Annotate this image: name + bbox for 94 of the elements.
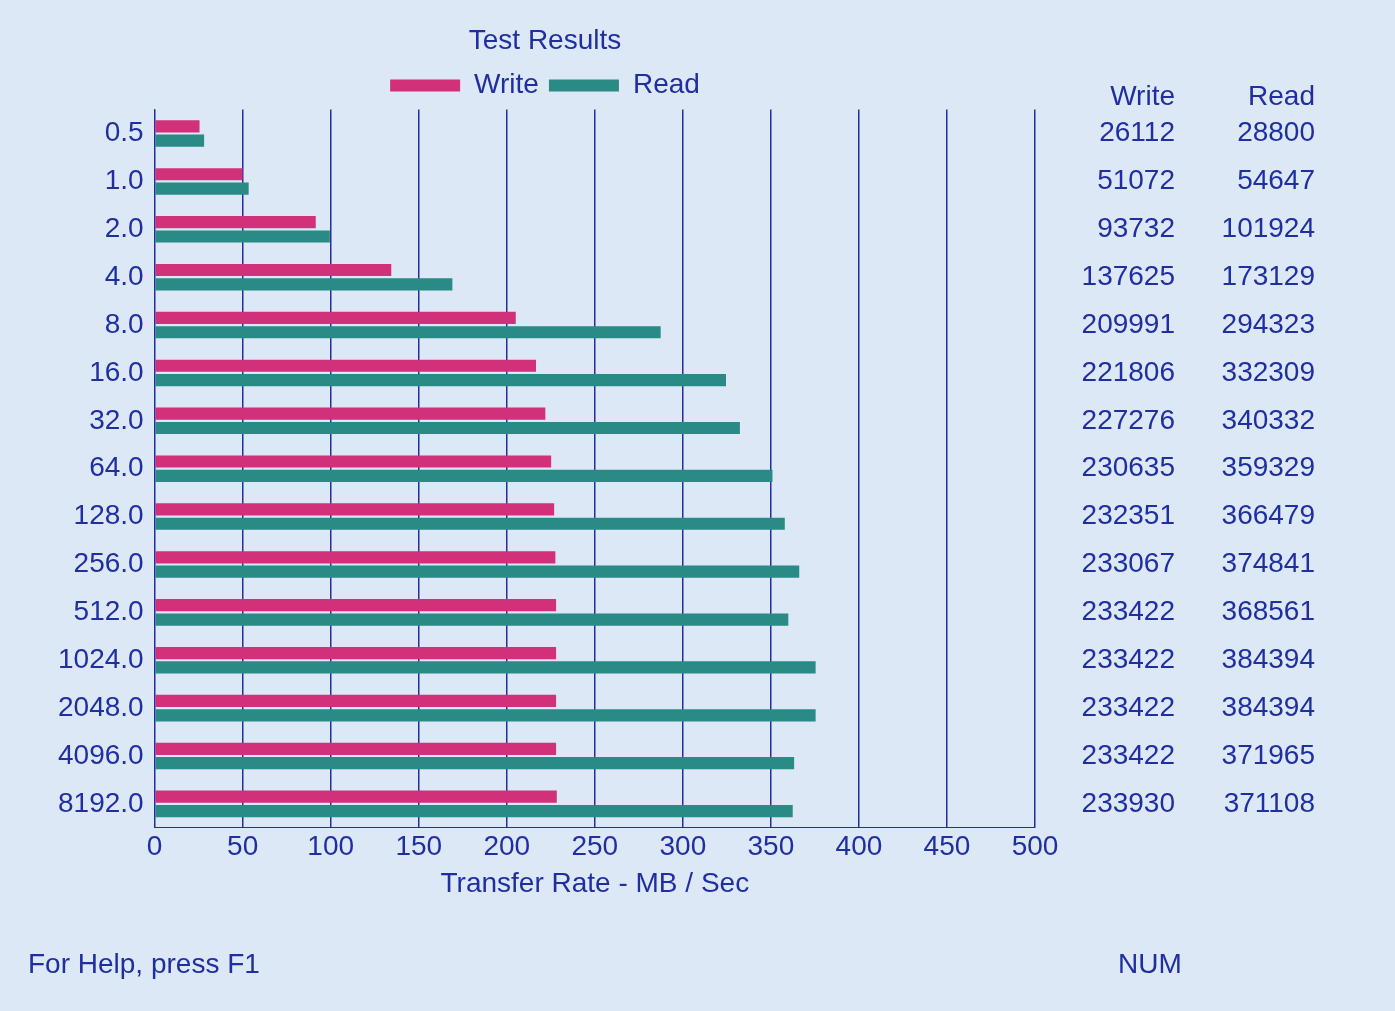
bar	[155, 517, 785, 530]
bar	[155, 263, 392, 277]
text: 230635	[1081, 451, 1175, 483]
bar	[155, 359, 537, 372]
x-tick-label: 50	[227, 830, 259, 862]
text: 366479	[1221, 499, 1315, 531]
text: 233422	[1081, 595, 1175, 627]
chart-title: Test Results	[468, 23, 622, 55]
bar	[155, 326, 661, 339]
x-tick-label: 0	[146, 830, 163, 862]
text: 26112	[1099, 116, 1175, 148]
text: 51072	[1097, 164, 1175, 196]
x-tick-label: 300	[659, 830, 707, 862]
x-tick-label: 500	[1011, 830, 1059, 862]
y-tick-label: 8192.0	[58, 786, 144, 818]
bar	[155, 613, 789, 626]
text: 173129	[1221, 259, 1315, 291]
x-tick-label: 100	[307, 830, 355, 862]
y-tick-label: 2.0	[104, 212, 144, 244]
x-tick-label: 450	[923, 830, 971, 862]
bar	[155, 230, 330, 243]
y-tick-label: 16.0	[89, 355, 144, 387]
text: 28800	[1237, 116, 1315, 148]
y-tick-label: 512.0	[73, 595, 144, 627]
text: 233422	[1081, 738, 1175, 770]
text: 233422	[1081, 690, 1175, 722]
bar	[155, 804, 793, 818]
text: 93732	[1097, 212, 1175, 244]
text: 227276	[1081, 403, 1175, 435]
bar	[155, 407, 546, 420]
legend-label: Read	[632, 68, 700, 100]
text: 374841	[1221, 547, 1315, 579]
text: Write	[1110, 79, 1175, 111]
bar	[155, 469, 773, 482]
text: 221806	[1081, 355, 1175, 387]
text: 233067	[1081, 547, 1175, 579]
y-tick-label: 8.0	[104, 307, 144, 339]
text: 371108	[1223, 786, 1315, 818]
bar	[155, 182, 249, 195]
text: 359329	[1221, 451, 1315, 483]
y-tick-label: 1.0	[104, 164, 144, 196]
bar	[155, 551, 556, 564]
y-tick-label: 1024.0	[58, 642, 144, 674]
bar	[155, 790, 557, 803]
text: 384394	[1221, 642, 1315, 674]
text: 368561	[1221, 595, 1315, 627]
legend-label: Write	[474, 68, 539, 100]
text: 233930	[1081, 786, 1175, 818]
text: NUM	[1118, 947, 1182, 979]
bar	[155, 120, 200, 133]
bar	[155, 278, 453, 291]
bar	[155, 661, 816, 674]
bar	[155, 565, 800, 578]
text: 137625	[1081, 259, 1175, 291]
x-tick-label: 250	[571, 830, 619, 862]
bar	[155, 646, 557, 660]
bar	[155, 421, 740, 435]
text: 294323	[1221, 307, 1315, 339]
text: 371965	[1221, 738, 1315, 770]
x-tick-label: 200	[483, 830, 531, 862]
bar	[155, 757, 795, 770]
y-tick-label: 4096.0	[58, 738, 144, 770]
text: 233422	[1081, 642, 1175, 674]
y-tick-label: 256.0	[73, 547, 144, 579]
x-tick-label: 400	[835, 830, 883, 862]
text: For Help, press F1	[28, 947, 260, 979]
y-tick-label: 4.0	[104, 259, 144, 291]
text: 332309	[1221, 355, 1315, 387]
text: 209991	[1081, 307, 1175, 339]
y-tick-label: 0.5	[104, 116, 144, 148]
bar	[155, 311, 516, 324]
y-tick-label: 128.0	[73, 499, 144, 531]
bar	[155, 168, 243, 181]
text: 340332	[1221, 403, 1315, 435]
x-tick-label: 350	[747, 830, 795, 862]
text: 384394	[1221, 690, 1315, 722]
text: Read	[1248, 79, 1315, 111]
bar	[155, 134, 205, 147]
text: 232351	[1081, 499, 1175, 531]
bar	[155, 455, 552, 468]
x-axis-title: Transfer Rate - MB / Sec	[440, 866, 750, 898]
bar	[155, 742, 557, 755]
text: 54647	[1237, 164, 1315, 196]
bar	[155, 599, 557, 612]
bar	[155, 216, 316, 229]
y-tick-label: 2048.0	[58, 690, 144, 722]
bar	[155, 503, 555, 516]
bar	[155, 374, 726, 387]
x-tick-label: 150	[395, 830, 443, 862]
y-tick-label: 32.0	[89, 403, 144, 435]
y-tick-label: 64.0	[89, 451, 144, 483]
bar	[155, 694, 557, 708]
text: 101924	[1221, 212, 1315, 244]
bar	[155, 709, 816, 722]
